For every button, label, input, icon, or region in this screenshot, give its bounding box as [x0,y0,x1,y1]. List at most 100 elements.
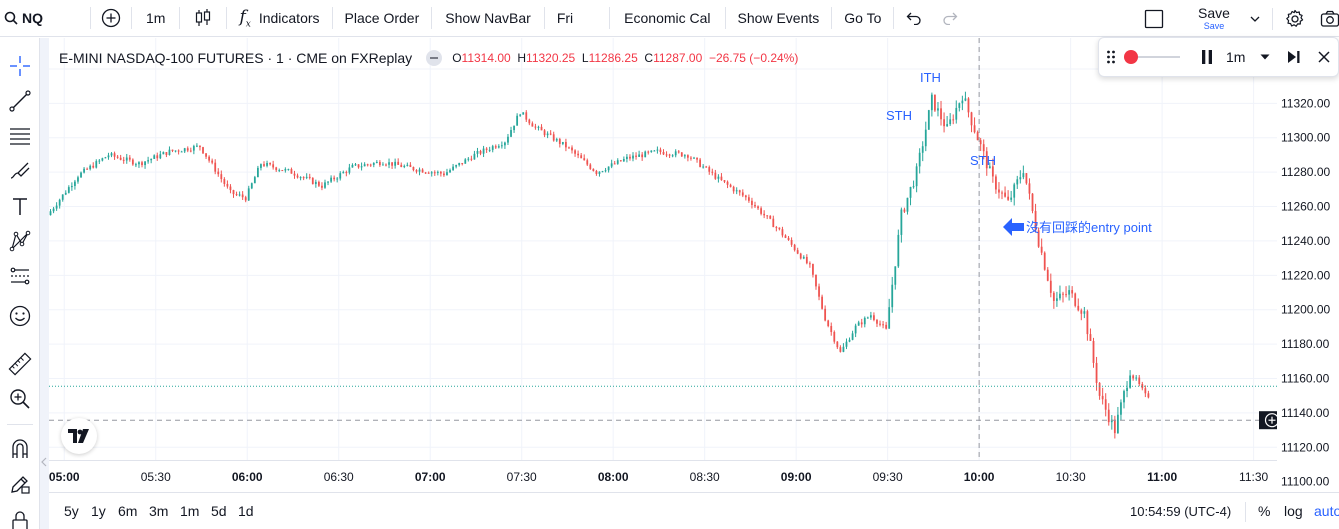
replay-speed-thumb[interactable] [1124,50,1138,64]
prediction-tool[interactable] [7,263,33,289]
interval-button[interactable]: 1m [146,10,166,26]
candle-body [308,176,311,178]
layout-button[interactable] [1144,0,1164,37]
compare-button[interactable] [91,0,131,37]
save-button[interactable]: Save Save [1198,0,1230,37]
candle-body [494,146,497,148]
time-tick-label: 07:00 [415,470,446,484]
price-tick-label: 11120.00 [1281,440,1330,454]
candle-body [894,266,897,285]
show-navbar-button[interactable]: Show NavBar [445,10,531,26]
auto-scale-toggle[interactable]: auto [1314,503,1339,519]
candle-body [266,163,268,166]
text-icon [13,198,27,215]
candle-body [92,165,95,168]
toolbar-collapse-strip[interactable] [40,38,49,529]
clock: 10:54:59 (UTC-4) [1130,504,1232,519]
log-scale-toggle[interactable]: log [1284,503,1303,519]
candle-body [604,170,607,172]
snapshot-button[interactable] [1320,0,1339,37]
candle-body [205,153,207,157]
symbol-label: NQ [22,10,43,26]
candle-body [586,160,589,165]
candle-body [787,237,790,240]
candle-body [778,227,781,230]
candle-body [180,151,183,153]
show-events-button[interactable]: Show Events [737,10,820,26]
candle-body [1068,290,1071,295]
drag-handle-icon[interactable] [1106,49,1116,65]
candle-body [1046,269,1049,281]
candle-body [705,166,708,168]
lock-tool[interactable] [7,508,33,529]
candle-body [183,148,186,152]
candle-body [934,94,936,111]
candle-body [375,161,378,163]
undo-button[interactable] [894,0,934,37]
chart-type-button[interactable] [180,0,226,37]
fri-button[interactable]: Fri [556,10,574,26]
redo-button[interactable] [934,0,966,37]
zoom-tool[interactable] [7,386,33,412]
close-icon[interactable] [1318,51,1330,63]
indicators-button[interactable]: fx Indicators [227,0,331,37]
chevron-down-icon[interactable] [1260,54,1270,60]
brush-tool[interactable] [7,158,33,184]
candle-body [671,155,674,157]
candle-body [796,250,799,254]
place-order-button[interactable]: Place Order [344,10,420,26]
lock-drawings-tool[interactable] [7,471,33,497]
pattern-tool[interactable] [7,228,33,254]
candle-body [876,319,878,324]
collapse-legend-icon[interactable] [426,50,443,66]
measure-tool[interactable] [7,351,33,377]
price-chart[interactable]: 11155.5011135.75Fri 17 Jun '22 10:00ITHS… [49,38,1339,492]
candle-body [339,173,342,179]
range-button-6m[interactable]: 6m [118,503,138,519]
range-button-5d[interactable]: 5d [211,503,227,519]
candle-body [223,179,226,184]
economic-calendar-button[interactable]: Economic Cal [624,10,711,26]
range-button-1d[interactable]: 1d [238,503,254,519]
range-button-5y[interactable]: 5y [64,503,79,519]
candle-body [351,164,354,168]
save-dropdown[interactable] [1250,0,1260,37]
emoji-tool[interactable] [7,303,33,329]
replay-speed-slider[interactable] [1124,49,1180,65]
candle-body [357,164,360,168]
range-button-1y[interactable]: 1y [91,503,106,519]
sth-label-2: STH [970,153,996,168]
price-axis [1277,38,1339,492]
step-forward-icon[interactable] [1287,50,1301,64]
candle-body [202,147,204,154]
crosshair-tool[interactable] [7,53,33,79]
candle-body [86,168,89,170]
symbol-search[interactable]: NQ [0,0,90,37]
pause-icon[interactable] [1200,49,1214,65]
candle-body [278,170,281,172]
range-button-1m[interactable]: 1m [180,503,200,519]
replay-interval[interactable]: 1m [1226,49,1246,65]
settings-button[interactable] [1285,0,1305,37]
candle-body [452,166,454,171]
trend-line-tool[interactable] [7,88,33,114]
candle-body [687,155,689,158]
candle-body [595,170,598,174]
candle-body [543,130,546,136]
candle-body [305,176,308,178]
fib-tool[interactable] [7,123,33,149]
candle-body [253,177,256,184]
candle-body [156,155,159,159]
candle-body [342,172,345,174]
range-button-3m[interactable]: 3m [149,503,169,519]
candle-body [336,178,339,180]
percent-scale-toggle[interactable]: % [1258,503,1271,519]
candle-body [241,194,244,198]
price-tick-label: 11300.00 [1281,131,1330,145]
go-to-button[interactable]: Go To [844,10,882,26]
candle-body [147,160,150,162]
text-tool[interactable] [7,193,33,219]
chart-pane[interactable]: 11155.5011135.75Fri 17 Jun '22 10:00ITHS… [49,38,1339,492]
magnet-tool[interactable] [7,436,33,462]
ohlc-values: O11314.00 H11320.25 L11286.25 C11287.00 … [452,51,798,65]
